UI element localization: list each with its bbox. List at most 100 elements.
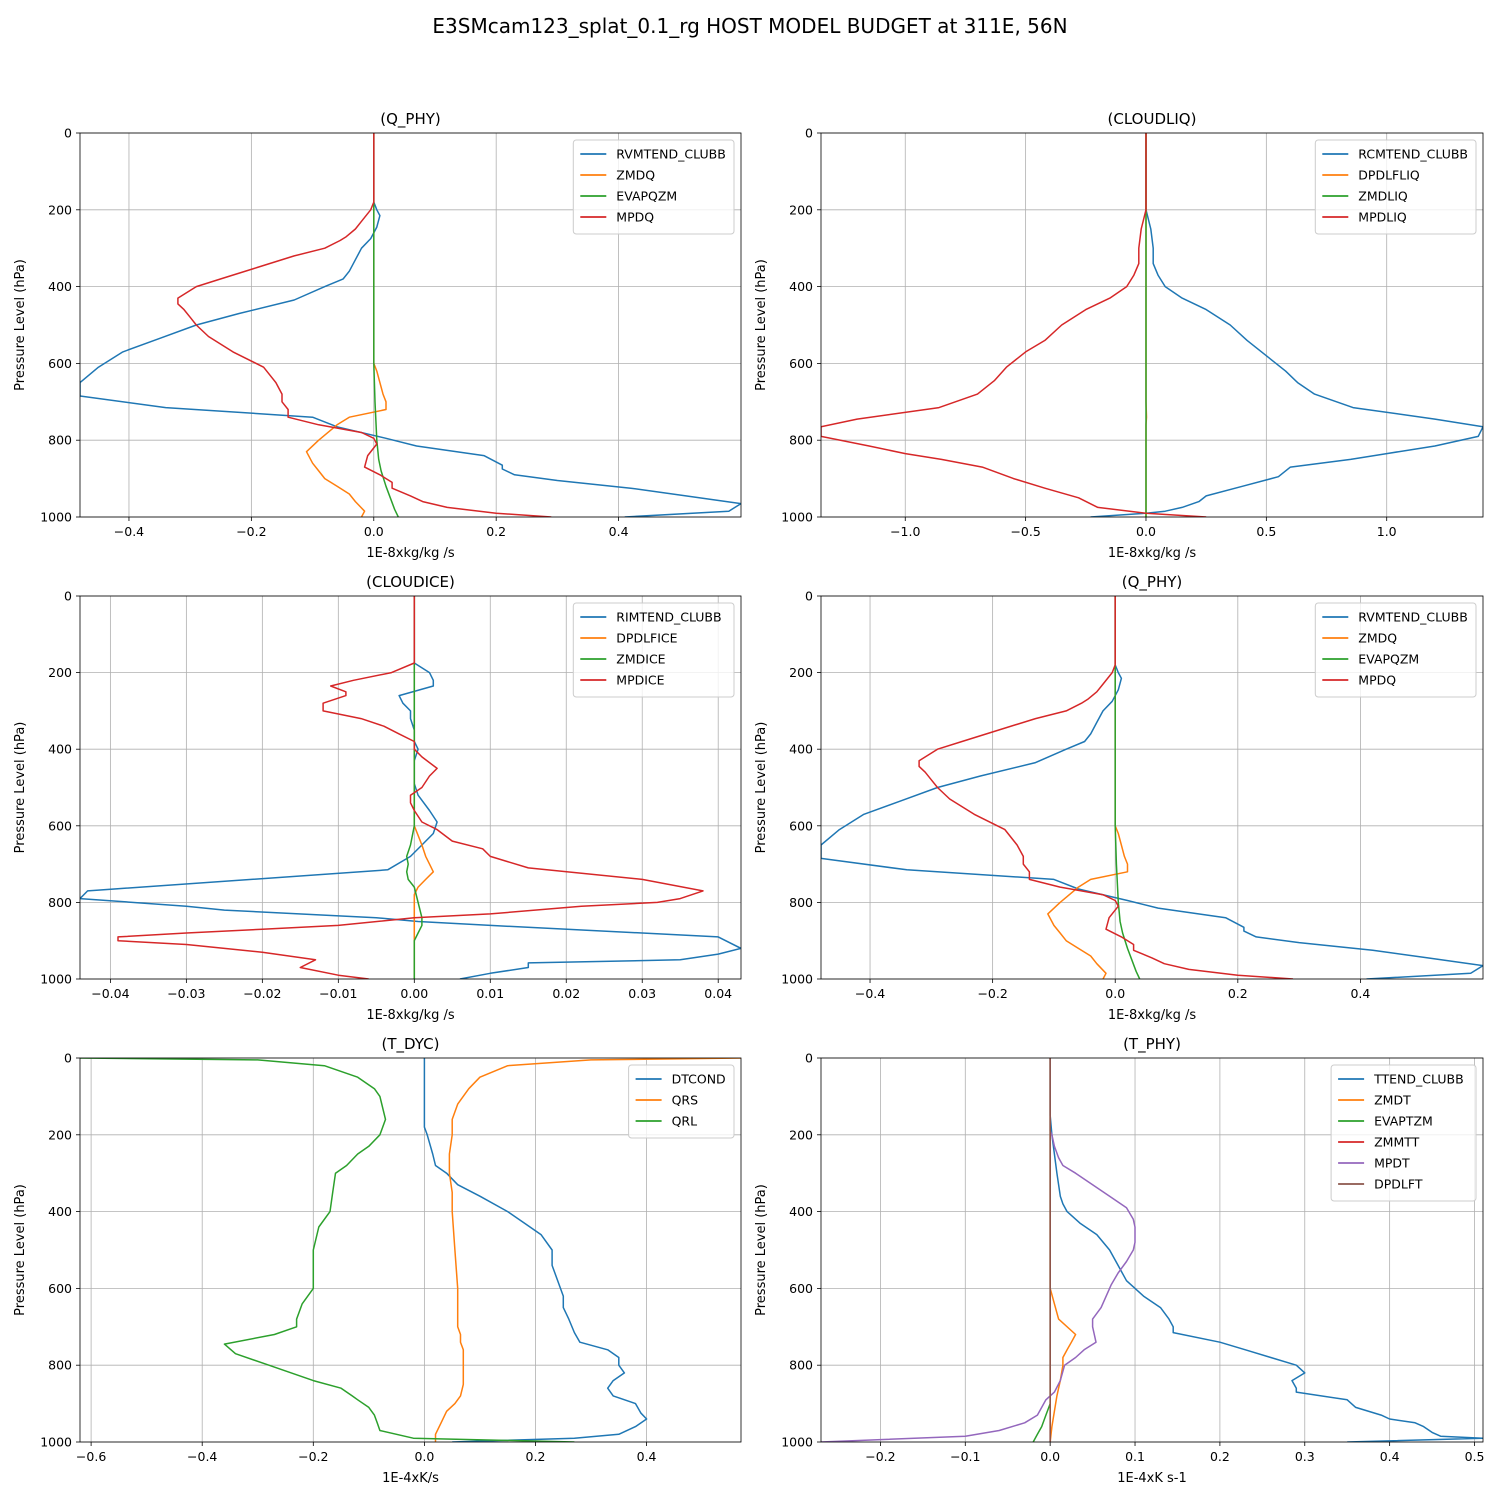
legend: RCMTEND_CLUBB DPDLFLIQ ZMDLIQ MPDLIQ: [1314, 139, 1477, 235]
series-line-zmdice: [405, 596, 423, 979]
y-tick-label: 400: [789, 1204, 813, 1219]
legend-label: MPDQ: [1358, 673, 1396, 688]
legend-box: [628, 1064, 735, 1139]
y-tick-label: 800: [789, 433, 813, 448]
axes-frame: [79, 1057, 742, 1443]
legend-label: QRL: [672, 1114, 698, 1129]
y-axis-label: Pressure Level (hPa): [754, 259, 769, 391]
y-tick-label: 600: [48, 818, 72, 833]
legend-box: [1314, 602, 1477, 698]
axes-frame: [820, 595, 1484, 980]
y-tick-label: 400: [48, 742, 72, 757]
y-tick-label: 0: [805, 589, 813, 604]
y-tick-label: 0: [805, 126, 813, 141]
legend-label: DPDLFICE: [616, 631, 677, 646]
x-tick-label: 0.03: [628, 986, 656, 1001]
legend-label: ZMDLIQ: [1358, 189, 1408, 204]
x-tick-label: 0.2: [1228, 986, 1248, 1001]
panel-title: (Q_PHY): [1122, 573, 1183, 592]
x-tick-label: 0.00: [400, 986, 428, 1001]
y-tick-label: 1000: [781, 510, 813, 525]
legend-label: RCMTEND_CLUBB: [1358, 147, 1468, 162]
y-tick-label: 400: [48, 1204, 72, 1219]
panel-title: (T_PHY): [1123, 1035, 1181, 1054]
x-tick-label: 0.0: [1040, 1449, 1060, 1464]
y-tick-label: 200: [789, 1127, 813, 1142]
legend-label: DPDLFLIQ: [1358, 168, 1420, 183]
y-axis-label: Pressure Level (hPa): [13, 722, 28, 854]
x-tick-label: −0.01: [319, 986, 357, 1001]
legend-box: [1330, 1064, 1477, 1202]
y-tick-label: 600: [48, 356, 72, 371]
series-line-ttend_clubb: [1049, 1058, 1483, 1442]
series-line-mpdliq: [821, 133, 1207, 517]
series-line-dtcond: [423, 1058, 648, 1442]
y-tick-label: 400: [789, 742, 813, 757]
chart-panel-6: −0.2 −0.1 0.0 0.1 0.2 0.3 0.4 0.5 0 200 400 600 800 1…: [754, 1035, 1484, 1486]
x-axis-label: 1E-8xkg/kg /s: [366, 546, 455, 561]
series-line-mpdice: [117, 596, 704, 979]
y-tick-label: 400: [48, 279, 72, 294]
chart-panel-4: −0.4 −0.2 0.0 0.2 0.4 0 200 400 600 800 1000 (Q_PHY…: [754, 573, 1484, 1023]
y-tick-label: 0: [64, 589, 72, 604]
legend: RVMTEND_CLUBB ZMDQ EVAPQZM MPDQ: [572, 139, 735, 235]
y-tick-label: 200: [789, 665, 813, 680]
series-line-mpdt: [821, 1058, 1136, 1442]
x-tick-label: 0.5: [1465, 1449, 1485, 1464]
x-axis-label: 1E-4xK/s: [382, 1471, 439, 1486]
x-tick-label: 0.5: [1256, 524, 1276, 539]
series-line-zmdt: [1049, 1058, 1077, 1442]
legend: TTEND_CLUBB ZMDT EVAPTZM ZMMTT MPDT DPDLFT: [1330, 1064, 1477, 1202]
y-tick-label: 200: [789, 202, 813, 217]
x-tick-label: −0.4: [114, 524, 144, 539]
legend-label: EVAPQZM: [1358, 652, 1419, 667]
panel-title: (T_DYC): [382, 1035, 440, 1054]
y-tick-label: 200: [48, 665, 72, 680]
x-tick-label: −0.04: [91, 986, 129, 1001]
legend-label: ZMDICE: [616, 652, 665, 667]
legend-box: [1314, 139, 1477, 235]
y-tick-label: 800: [789, 1358, 813, 1373]
x-tick-label: 0.0: [364, 524, 384, 539]
axes-frame: [79, 132, 742, 518]
legend-label: EVAPTZM: [1374, 1114, 1433, 1129]
x-tick-label: 0.0: [414, 1449, 434, 1464]
legend: DTCOND QRS QRL: [628, 1064, 735, 1139]
x-tick-label: 0.2: [1210, 1449, 1230, 1464]
x-axis-label: 1E-8xkg/kg /s: [366, 1008, 455, 1023]
figure-title: E3SMcam123_splat_0.1_rg HOST MODEL BUDGE…: [432, 14, 1068, 38]
series-line-evapqzm: [1114, 596, 1141, 979]
panel-title: (Q_PHY): [380, 110, 441, 129]
y-tick-label: 0: [64, 126, 72, 141]
y-axis-label: Pressure Level (hPa): [754, 1184, 769, 1316]
x-tick-label: −0.4: [855, 986, 885, 1001]
series-line-rvmtend_clubb: [821, 596, 1483, 979]
y-axis-label: Pressure Level (hPa): [754, 722, 769, 854]
y-tick-label: 1000: [781, 972, 813, 987]
legend-label: ZMDQ: [1358, 631, 1397, 646]
series-line-rvmtend_clubb: [80, 133, 741, 517]
y-axis-label: Pressure Level (hPa): [13, 1184, 28, 1316]
y-tick-label: 600: [48, 1281, 72, 1296]
series-line-zmdq: [1047, 596, 1129, 979]
legend-label: DPDLFT: [1374, 1177, 1423, 1192]
series-line-evaptzm: [1032, 1058, 1051, 1442]
x-tick-label: 0.1: [1125, 1449, 1145, 1464]
x-tick-label: 0.4: [1380, 1449, 1400, 1464]
y-tick-label: 800: [48, 895, 72, 910]
x-tick-label: −0.4: [187, 1449, 217, 1464]
y-tick-label: 1000: [781, 1435, 813, 1450]
x-axis-label: 1E-8xkg/kg /s: [1108, 546, 1197, 561]
legend-label: RVMTEND_CLUBB: [616, 147, 725, 162]
y-tick-label: 600: [789, 1281, 813, 1296]
x-tick-label: 0.04: [704, 986, 732, 1001]
legend-label: ZMMTT: [1374, 1135, 1420, 1150]
chart-panel-3: −0.04 −0.03 −0.02 −0.01 0.00 0.01 0.02 0.03 0.04…: [13, 573, 742, 1023]
y-tick-label: 1000: [40, 1435, 72, 1450]
legend-label: RIMTEND_CLUBB: [616, 610, 721, 625]
legend-label: DTCOND: [672, 1072, 726, 1087]
axes-frame: [79, 595, 742, 980]
chart-panel-5: −0.6 −0.4 −0.2 0.0 0.2 0.4 0 200 400 600 800 1000 (T…: [13, 1035, 742, 1486]
legend-box: [572, 602, 735, 698]
